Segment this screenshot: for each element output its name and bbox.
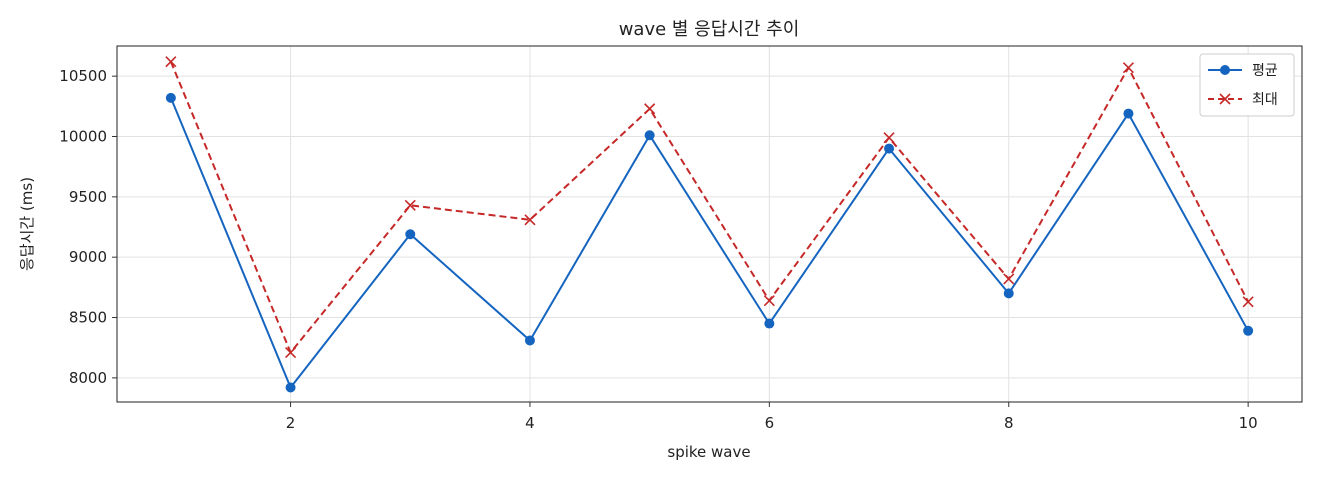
legend: 평균 최대 [1199, 53, 1295, 117]
data-point-max [763, 295, 775, 307]
data-point-mean [644, 130, 655, 141]
data-point-mean [1243, 325, 1254, 336]
data-point-max [404, 199, 416, 211]
data-point-mean [524, 335, 535, 346]
legend-label-mean: 평균 [1252, 63, 1278, 79]
legend-marker-max [1219, 93, 1231, 105]
data-point-max [1003, 273, 1015, 285]
x-tick-label: 2 [286, 414, 296, 432]
y-tick-label: 9500 [69, 188, 107, 206]
chart-title: wave 별 응답시간 추이 [619, 19, 800, 40]
y-tick-label: 10500 [59, 67, 107, 85]
data-point-max [883, 132, 895, 144]
x-tick-label: 8 [1004, 414, 1014, 432]
data-point-mean [1123, 108, 1134, 119]
x-tick-label: 10 [1239, 414, 1258, 432]
axes-layer: 2 4 6 8 10 8000 8500 9000 9500 10000 10500 [59, 45, 1303, 432]
legend-marker-mean [1220, 65, 1230, 75]
data-point-max [644, 103, 656, 115]
grid-layer [117, 46, 1302, 402]
data-point-mean [884, 143, 895, 154]
data-point-mean [1003, 288, 1014, 299]
data-point-mean [285, 382, 296, 393]
series-layer [165, 56, 1254, 393]
y-tick-label: 8500 [69, 309, 107, 327]
series-line-max [169, 61, 1249, 354]
data-point-max [284, 346, 297, 359]
x-tick-label: 4 [525, 414, 535, 432]
legend-label-max: 최대 [1252, 92, 1278, 108]
y-tick-label: 9000 [69, 248, 107, 266]
data-point-mean [764, 318, 775, 329]
x-axis-label: spike wave [667, 443, 750, 461]
data-point-max [165, 56, 177, 68]
data-point-mean [405, 229, 416, 240]
plot-frame [116, 45, 1303, 403]
y-tick-label: 10000 [59, 128, 107, 146]
data-point-max [524, 214, 536, 226]
data-point-max [1122, 62, 1135, 74]
x-tick-label: 6 [765, 414, 775, 432]
data-point-mean [165, 92, 176, 103]
legend-frame [1199, 53, 1295, 117]
data-point-max [1242, 296, 1254, 308]
series-line-mean [169, 97, 1249, 389]
y-axis-label: 응답시간 (ms) [18, 177, 36, 271]
y-tick-label: 8000 [69, 369, 107, 387]
